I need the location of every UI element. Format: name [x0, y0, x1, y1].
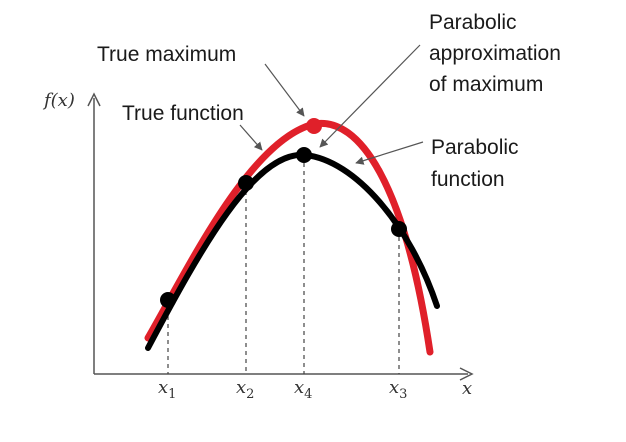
parabolic-maximum-point — [306, 118, 322, 134]
leader-parabolic-function — [355, 141, 424, 165]
label-parabolic-function-line2: function — [431, 168, 505, 191]
x-axis-label: x — [462, 378, 472, 399]
point-x1 — [160, 292, 176, 308]
tick-label-x3: x3 — [389, 377, 407, 402]
point-x4 — [296, 147, 312, 163]
leader-parabolic-approx — [319, 44, 421, 148]
axes: f(x) x — [42, 90, 474, 399]
tick-label-x2: x2 — [236, 377, 254, 402]
label-true-function: True function — [122, 102, 244, 125]
label-parabolic-approx-line1: Parabolic — [429, 11, 517, 34]
x-axis-arrowhead — [459, 367, 474, 381]
label-true-maximum: True maximum — [97, 43, 236, 66]
label-parabolic-function: Parabolic function — [431, 136, 524, 191]
true-function-curve — [145, 151, 440, 351]
leader-true-maximum — [264, 63, 305, 117]
label-parabolic-function-line1: Parabolic — [431, 136, 519, 159]
tick-label-x1: x1 — [158, 377, 176, 402]
y-axis-arrowhead — [87, 92, 101, 107]
tick-label-x4: x4 — [294, 377, 312, 402]
label-parabolic-approx-line3: of maximum — [429, 73, 543, 96]
tick-labels: x1 x2 x4 x3 — [158, 377, 407, 402]
leader-true-function — [239, 124, 263, 151]
label-parabolic-approx-line2: approximation — [429, 42, 561, 65]
y-axis-label: f(x) — [42, 90, 75, 111]
point-x2 — [238, 175, 254, 191]
leader-lines — [239, 44, 424, 165]
drop-lines — [167, 155, 400, 374]
point-x3 — [391, 221, 407, 237]
label-parabolic-approx: Parabolic approximation of maximum — [429, 11, 567, 96]
